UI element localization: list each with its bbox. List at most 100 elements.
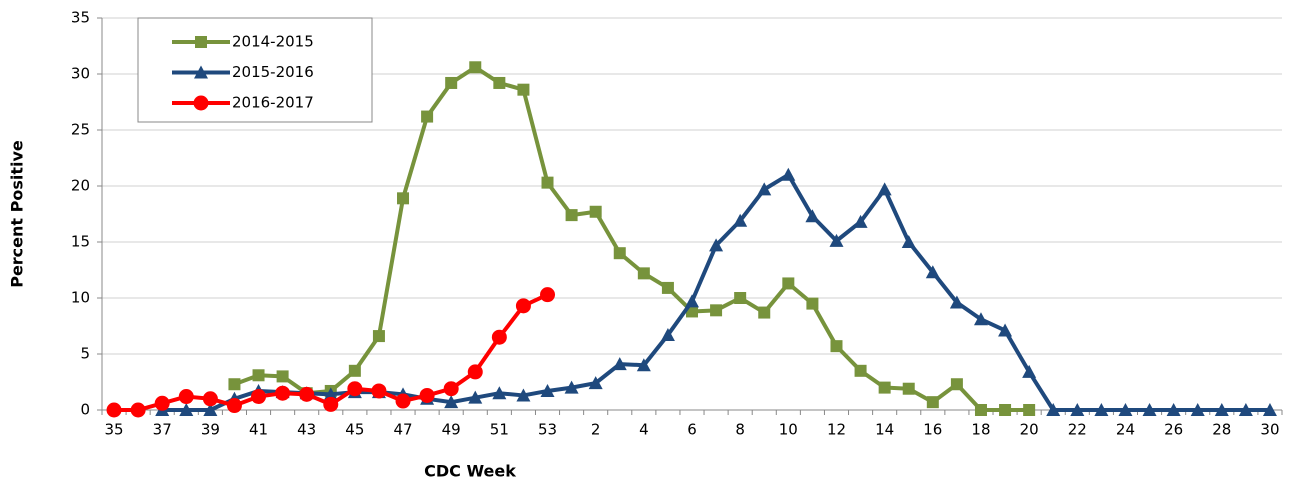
data-point (589, 205, 602, 218)
data-point (203, 403, 218, 416)
data-point (637, 267, 650, 280)
data-point (252, 369, 265, 382)
data-point (421, 110, 434, 123)
data-point (878, 381, 891, 394)
data-point (179, 403, 194, 416)
data-point (806, 297, 819, 310)
data-point (830, 340, 843, 353)
data-point (1118, 403, 1133, 416)
y-tick-label: 30 (71, 65, 90, 83)
data-point (493, 76, 506, 89)
x-tick-label: 53 (538, 421, 557, 439)
data-point (999, 404, 1012, 416)
data-point (397, 192, 410, 205)
data-point (395, 393, 411, 409)
x-tick-label: 43 (297, 421, 316, 439)
legend-label: 2016-2017 (232, 94, 314, 112)
y-tick-label: 35 (71, 9, 90, 27)
y-tick-label: 10 (71, 289, 90, 307)
data-point (323, 396, 339, 412)
data-point (1046, 403, 1061, 416)
x-tick-label: 47 (393, 421, 412, 439)
data-point (541, 176, 554, 189)
x-tick-label: 37 (153, 421, 172, 439)
legend: 2014-2015 2015-2016 2016-2017 (137, 17, 373, 123)
data-point (565, 209, 578, 222)
data-point (540, 383, 555, 397)
data-point (251, 389, 267, 405)
x-tick-label: 20 (1020, 421, 1039, 439)
legend-label: 2014-2015 (232, 33, 314, 51)
data-point (1094, 403, 1109, 416)
data-point (902, 382, 915, 395)
x-tick-label: 6 (687, 421, 697, 439)
data-point (130, 402, 146, 418)
x-tick-label: 14 (875, 421, 894, 439)
data-point (323, 387, 338, 401)
x-tick-label: 26 (1164, 421, 1183, 439)
data-point (709, 238, 724, 252)
x-tick-label: 8 (735, 421, 745, 439)
series-line (162, 172, 1270, 412)
data-point (636, 358, 651, 372)
data-point (613, 247, 626, 260)
x-axis-title: CDC Week (424, 462, 516, 481)
data-point (276, 370, 289, 383)
data-point (685, 294, 699, 308)
x-tick-label: 35 (104, 421, 123, 439)
x-tick-label: 45 (345, 421, 364, 439)
data-point (1238, 403, 1253, 416)
data-point (1214, 403, 1229, 416)
data-point (973, 312, 988, 326)
x-tick-label: 2 (591, 421, 601, 439)
data-point (540, 287, 556, 303)
x-tick-label: 22 (1068, 421, 1087, 439)
data-point (853, 214, 868, 228)
x-tick-label: 18 (971, 421, 990, 439)
x-tick-label: 10 (779, 421, 798, 439)
data-point (419, 387, 435, 403)
x-tick-label: 41 (249, 421, 268, 439)
data-point (178, 389, 194, 405)
x-tick-label: 28 (1212, 421, 1231, 439)
data-point (491, 329, 507, 345)
data-point (926, 396, 939, 409)
x-tick-label: 12 (827, 421, 846, 439)
data-point (901, 235, 916, 248)
data-point (372, 330, 385, 343)
legend-marker (193, 95, 209, 111)
data-point (998, 323, 1013, 337)
y-tick-label: 15 (71, 233, 90, 251)
data-point (1190, 403, 1205, 416)
data-point (781, 167, 796, 181)
data-point (660, 327, 675, 341)
data-point (974, 404, 987, 416)
data-point (758, 306, 771, 319)
data-point (202, 391, 218, 407)
x-tick-label: 51 (490, 421, 509, 439)
y-axis-title: Percent Positive (8, 140, 27, 288)
data-point (854, 364, 867, 377)
data-point (829, 233, 844, 247)
data-point (468, 390, 483, 404)
data-point (612, 357, 627, 371)
data-point (443, 381, 459, 397)
y-tick-label: 20 (71, 177, 90, 195)
data-point (734, 292, 747, 304)
data-point (949, 295, 964, 309)
data-point (515, 298, 531, 314)
data-point (226, 398, 242, 414)
data-point (469, 61, 482, 74)
data-point (445, 76, 458, 89)
data-point (1166, 403, 1181, 416)
data-point (275, 385, 291, 401)
data-point (516, 388, 531, 402)
data-point (348, 364, 361, 377)
data-point (1070, 403, 1085, 416)
x-tick-label: 49 (442, 421, 461, 439)
data-point (733, 213, 748, 227)
data-point (1023, 404, 1036, 416)
data-point (710, 304, 723, 317)
data-point (228, 378, 241, 391)
